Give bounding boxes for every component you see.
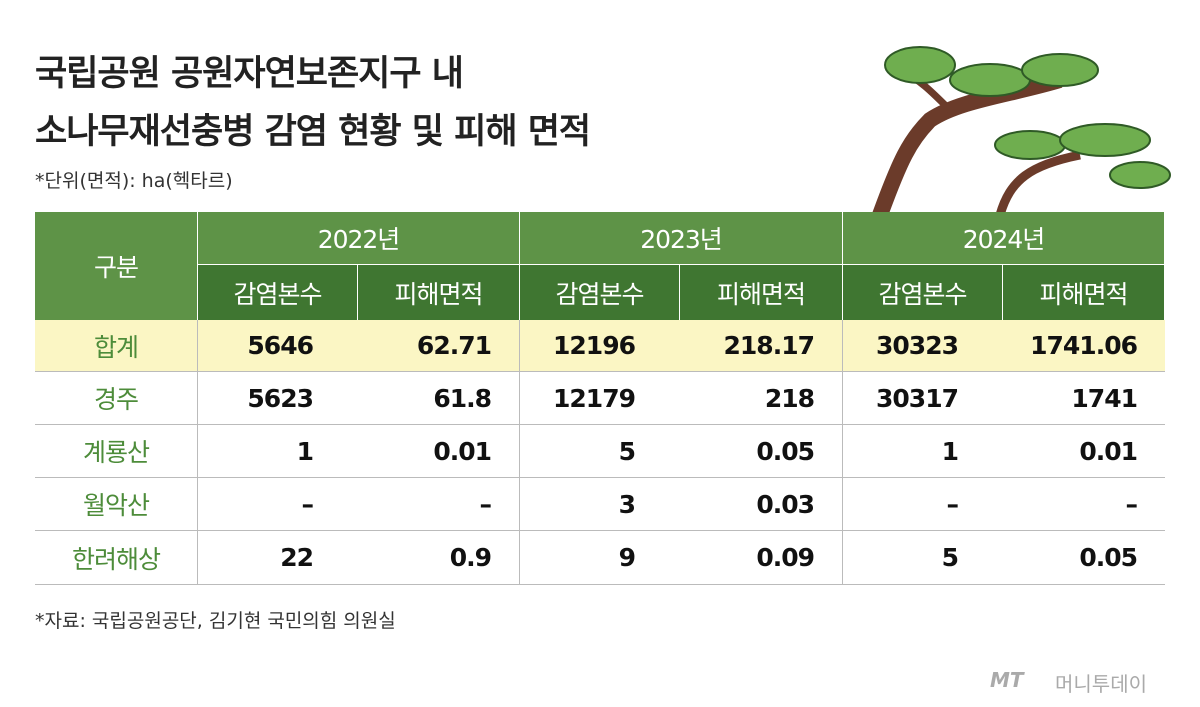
data-cell: 5: [520, 425, 680, 478]
sub-header: 피해면적: [1003, 265, 1165, 320]
data-cell: 3: [520, 478, 680, 531]
title-line: 국립공원 공원자연보존지구 내: [35, 54, 464, 94]
data-cell: 0.09: [680, 531, 843, 585]
year-header: 2024년: [843, 212, 1165, 265]
data-cell: 5: [843, 531, 1003, 585]
data-cell: 0.03: [680, 478, 843, 531]
unit-note: *단위(면적): ha(헥타르): [35, 170, 233, 192]
data-cell: 0.05: [1003, 531, 1165, 585]
data-cell: 1741: [1003, 372, 1165, 425]
row-header: 합계: [35, 320, 198, 372]
year-header: 2022년: [198, 212, 520, 265]
row-header: 한려해상: [35, 531, 198, 585]
data-cell: 1741.06: [1003, 320, 1165, 372]
data-cell: 30323: [843, 320, 1003, 372]
logo-name: 머니투데이: [1055, 672, 1147, 696]
sub-header: 피해면적: [358, 265, 520, 320]
data-cell: 12179: [520, 372, 680, 425]
data-cell: 1: [198, 425, 358, 478]
data-cell: 218.17: [680, 320, 843, 372]
logo-mark: MT: [990, 668, 1024, 692]
data-cell: 0.05: [680, 425, 843, 478]
data-cell: 30317: [843, 372, 1003, 425]
sub-header: 감염본수: [520, 265, 680, 320]
data-cell: 5623: [198, 372, 358, 425]
sub-header: 감염본수: [198, 265, 358, 320]
data-cell: 62.71: [358, 320, 520, 372]
tree-illustration: [872, 46, 1171, 215]
row-header: 월악산: [35, 478, 198, 531]
row-header: 계룡산: [35, 425, 198, 478]
data-cell: –: [358, 478, 520, 531]
year-header: 2023년: [520, 212, 843, 265]
data-cell: 5646: [198, 320, 358, 372]
title-line: 소나무재선충병 감염 현황 및 피해 면적: [35, 112, 591, 152]
data-cell: 0.9: [358, 531, 520, 585]
data-cell: 9: [520, 531, 680, 585]
data-cell: 61.8: [358, 372, 520, 425]
data-cell: –: [1003, 478, 1165, 531]
sub-header: 피해면적: [680, 265, 843, 320]
data-cell: 218: [680, 372, 843, 425]
table: 구분 2022년 2023년 2024년 감염본수 피해면적 감염본수 피해면적 감염본수 피해면…: [35, 212, 1165, 585]
data-cell: 1: [843, 425, 1003, 478]
source-note: *자료: 국립공원공단, 김기현 국민의힘 의원실: [35, 610, 396, 632]
data-cell: –: [843, 478, 1003, 531]
data-cell: 22: [198, 531, 358, 585]
data-cell: 0.01: [1003, 425, 1165, 478]
row-header: 경주: [35, 372, 198, 425]
data-cell: –: [198, 478, 358, 531]
corner-header: 구분: [35, 212, 198, 320]
data-cell: 0.01: [358, 425, 520, 478]
sub-header: 감염본수: [843, 265, 1003, 320]
data-cell: 12196: [520, 320, 680, 372]
